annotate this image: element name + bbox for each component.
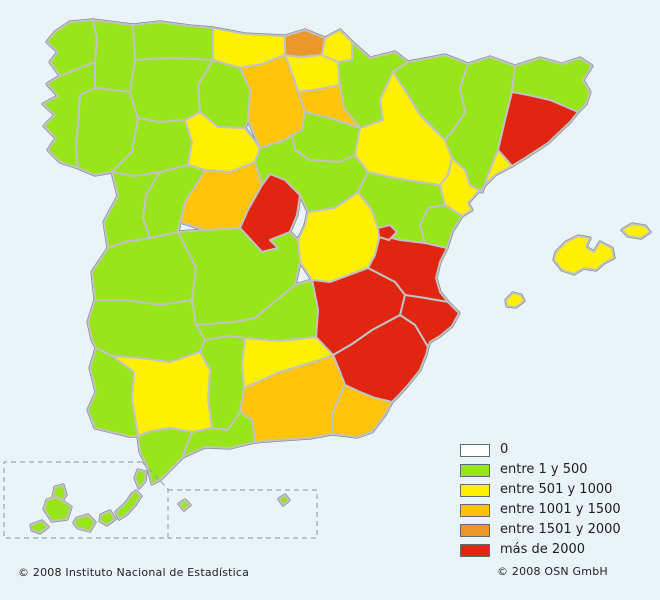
legend-swatch-0 bbox=[460, 443, 490, 457]
legend-label-0: 0 bbox=[500, 442, 509, 457]
legend-item-1: entre 1 y 500 bbox=[460, 460, 621, 480]
legend-label-3: entre 1001 y 1500 bbox=[500, 502, 621, 517]
legend-item-0: 0 bbox=[460, 440, 621, 460]
copyright-ine: © 2008 Instituto Nacional de Estadística bbox=[18, 566, 250, 579]
legend-swatch-2 bbox=[460, 483, 490, 497]
legend-label-5: más de 2000 bbox=[500, 542, 586, 557]
legend-swatch-1 bbox=[460, 463, 490, 477]
legend-item-4: entre 1501 y 2000 bbox=[460, 520, 621, 540]
legend-label-2: entre 501 y 1000 bbox=[500, 482, 613, 497]
legend: 0 entre 1 y 500 entre 501 y 1000 entre 1… bbox=[460, 440, 621, 560]
legend-label-1: entre 1 y 500 bbox=[500, 462, 588, 477]
inset-ceuta-melilla-box bbox=[168, 489, 318, 539]
legend-item-3: entre 1001 y 1500 bbox=[460, 500, 621, 520]
legend-label-4: entre 1501 y 2000 bbox=[500, 522, 621, 537]
legend-item-5: más de 2000 bbox=[460, 540, 621, 560]
legend-swatch-4 bbox=[460, 523, 490, 537]
copyright-osn: © 2008 OSN GmbH bbox=[497, 565, 608, 578]
legend-swatch-3 bbox=[460, 503, 490, 517]
legend-item-2: entre 501 y 1000 bbox=[460, 480, 621, 500]
legend-swatch-5 bbox=[460, 543, 490, 557]
inset-canarias-box bbox=[3, 461, 169, 539]
